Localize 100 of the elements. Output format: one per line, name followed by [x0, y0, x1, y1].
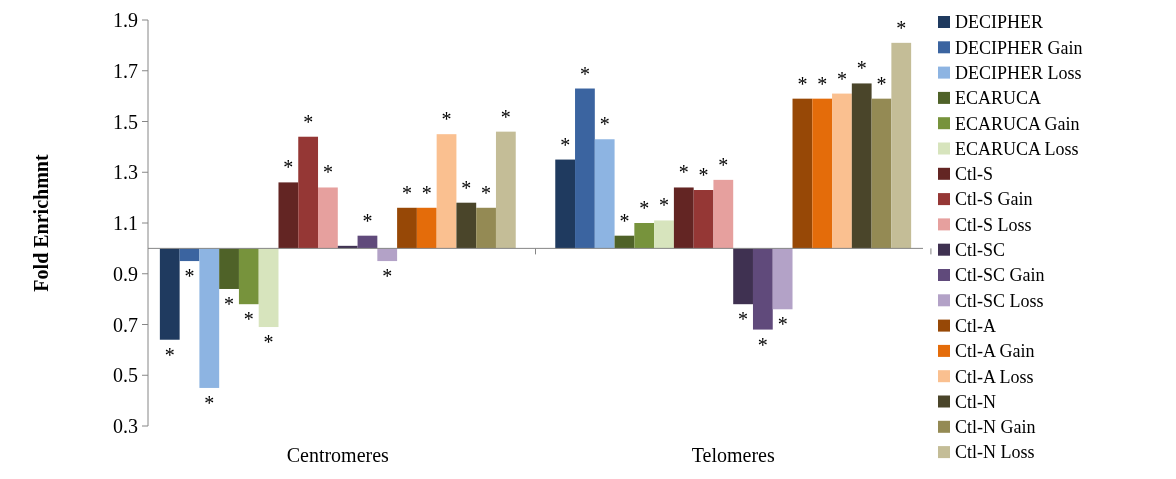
legend-label: DECIPHER [955, 12, 1044, 33]
legend-label: Ctl-A [955, 315, 997, 336]
bar [416, 207, 437, 249]
bar [654, 220, 674, 249]
bar [555, 159, 576, 249]
legend-label: Ctl-N Loss [955, 442, 1035, 463]
legend-label: Ctl-S [955, 164, 994, 185]
data-label: * [659, 194, 670, 217]
data-label: * [303, 110, 314, 133]
data-label: * [263, 331, 274, 354]
data-label: * [777, 313, 788, 336]
legend-label: ECARUCA [955, 88, 1042, 109]
data-label: * [421, 181, 432, 204]
y-tick-label: 1.1 [113, 212, 138, 234]
data-label: * [401, 181, 412, 204]
data-label: * [698, 164, 709, 187]
data-label: * [461, 176, 472, 199]
data-label: * [896, 16, 907, 39]
data-label: * [619, 209, 630, 232]
bar [219, 248, 239, 289]
bar [832, 93, 852, 249]
bar [634, 223, 655, 249]
data-label: * [362, 209, 373, 232]
data-label: * [560, 133, 571, 156]
bar [436, 134, 457, 249]
legend-label: Ctl-N [955, 391, 997, 412]
y-tick-label: 0.7 [113, 313, 138, 336]
data-label: * [757, 333, 768, 356]
bar [199, 248, 220, 388]
bar [871, 98, 892, 249]
bar [495, 131, 516, 249]
x-tick-label: Centromeres [286, 444, 390, 466]
bar [594, 139, 615, 249]
bar [772, 248, 793, 310]
data-label: * [224, 292, 235, 315]
y-tick-label: 0.5 [113, 364, 138, 387]
legend-label: Ctl-SC Loss [955, 290, 1044, 311]
data-label: * [817, 72, 828, 95]
legend-label: Ctl-S Loss [955, 214, 1032, 235]
bar [733, 248, 753, 305]
bar [258, 248, 279, 328]
data-label: * [718, 153, 729, 176]
bar [812, 98, 833, 249]
bar [159, 248, 180, 340]
bar [891, 42, 912, 249]
data-label: * [678, 161, 689, 184]
x-tick-label: Telomeres [691, 444, 775, 466]
legend-label: Ctl-A Loss [955, 366, 1034, 387]
bar [357, 235, 378, 249]
data-label: * [836, 67, 847, 90]
y-tick-label: 0.3 [113, 415, 138, 437]
legend-label: ECARUCA Loss [955, 138, 1079, 159]
legend-label: Ctl-SC [955, 240, 1006, 260]
legend-label: Ctl-S Gain [955, 189, 1033, 210]
y-axis-title: Fold Enrichmnt [30, 154, 52, 292]
data-label: * [184, 265, 195, 288]
data-label: * [481, 181, 492, 204]
bar [752, 248, 773, 330]
data-label: * [856, 57, 867, 80]
legend-label: Ctl-A Gain [955, 341, 1035, 362]
bar [179, 248, 200, 262]
bar [238, 248, 259, 305]
y-tick-label: 1.3 [113, 161, 138, 184]
bar [476, 207, 496, 249]
legend-label: DECIPHER Loss [955, 62, 1082, 83]
data-label: * [382, 265, 393, 288]
data-label: * [500, 105, 511, 128]
data-label: * [797, 72, 808, 95]
bar [278, 182, 299, 249]
legend-label: ECARUCA Gain [955, 113, 1080, 134]
bar [575, 88, 595, 249]
y-tick-label: 1.5 [113, 110, 138, 133]
data-label: * [876, 72, 887, 95]
data-label: * [204, 391, 215, 414]
data-label: * [283, 156, 294, 179]
legend-label: DECIPHER Gain [955, 37, 1083, 58]
bar [456, 202, 477, 249]
y-tick-label: 0.9 [113, 262, 138, 285]
bar [713, 179, 734, 249]
data-label: * [441, 108, 452, 131]
y-tick-label: 1.7 [113, 59, 138, 82]
data-label: * [639, 197, 650, 219]
bar [298, 136, 319, 249]
data-label: * [599, 113, 610, 136]
data-label: * [164, 343, 175, 366]
data-label: * [243, 308, 254, 331]
legend-label: Ctl-N Gain [955, 417, 1036, 438]
bar [397, 207, 417, 249]
legend-label: Ctl-SC Gain [955, 265, 1045, 286]
data-label: * [322, 161, 333, 184]
bar [377, 248, 398, 262]
data-label: * [579, 62, 590, 85]
bar [318, 187, 338, 249]
data-label: * [738, 308, 749, 331]
y-tick-label: 1.9 [113, 9, 138, 31]
bar [792, 98, 813, 249]
bar [614, 235, 635, 249]
bar [693, 190, 714, 249]
bar [673, 187, 694, 249]
bar [851, 83, 872, 249]
